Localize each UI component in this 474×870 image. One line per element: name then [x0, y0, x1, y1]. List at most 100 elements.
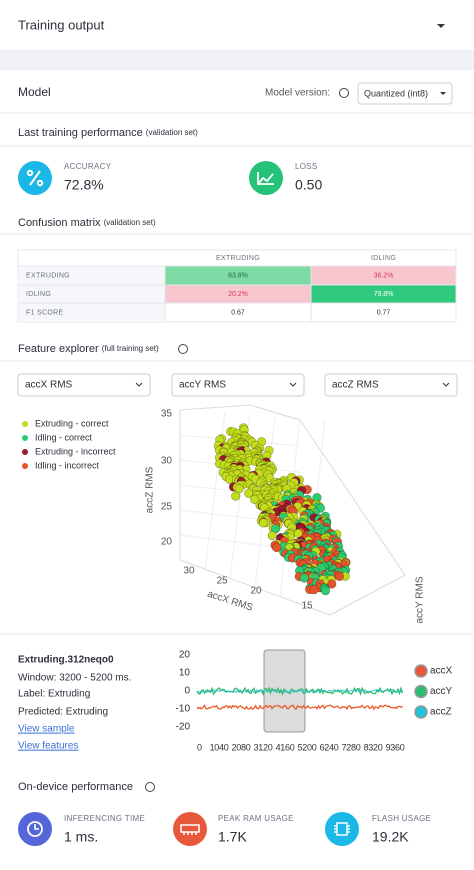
version-label: Model version:	[265, 88, 330, 99]
cell-value: 0.77	[377, 309, 391, 316]
confusion-table: EXTRUDING IDLING EXTRUDING 63.8% 36.2% IDLING…	[17, 249, 457, 323]
row-label: IDLING	[26, 291, 51, 298]
scatter-point	[267, 530, 277, 541]
section-title: Feature explorer (full training set)	[18, 343, 159, 355]
z-tick-label: 35	[161, 409, 173, 420]
axis-select[interactable]	[324, 373, 458, 397]
select-caret	[135, 382, 143, 387]
row-label: EXTRUDING	[26, 272, 70, 279]
y-tick-label: 20	[179, 650, 191, 661]
sample-predicted: Predicted: Extruding	[18, 707, 108, 718]
clock-glyph	[27, 821, 43, 837]
select-value: accZ RMS	[332, 380, 379, 391]
metric-value: 1 ms.	[64, 829, 98, 845]
sample-chart: 20 10 0 -10 -20 0 1040 2080 3120 4160 5200 6240 7280…	[176, 649, 453, 752]
sample-name: Extruding.312neqo0	[18, 655, 114, 666]
help-icon[interactable]	[178, 344, 188, 354]
help-icon[interactable]	[339, 88, 349, 98]
metric-label: INFERENCING TIME	[64, 814, 145, 823]
z-axis-title: accZ RMS	[145, 466, 156, 513]
select-value: accY RMS	[179, 380, 226, 391]
device-metrics: INFERENCING TIME 1 ms. PEAK RAM USAGE 1.7K F…	[18, 812, 431, 846]
clock-hands	[34, 824, 39, 830]
y-axis-title: accY RMS	[415, 576, 426, 623]
x-tick-label: 5200	[298, 742, 317, 752]
scatter-point	[327, 579, 337, 589]
y-tick-label: -10	[176, 704, 191, 715]
legend-dot	[414, 664, 428, 678]
loss-glyph	[257, 172, 274, 185]
loss-icon	[249, 161, 283, 195]
x-tick-label: 15	[301, 601, 313, 612]
axis-select[interactable]	[17, 373, 151, 397]
x-tick-label: 30	[183, 566, 195, 577]
link[interactable]: View features	[18, 741, 78, 752]
x-tick-label: 20	[250, 586, 262, 597]
select-caret	[440, 92, 446, 95]
section-title: Last training performance (validation se…	[18, 127, 198, 139]
version-value: Quantized (int8)	[364, 88, 428, 98]
axis-selects: accX RMS accY RMS accZ RMS	[17, 373, 458, 397]
metric-label: FLASH USAGE	[372, 814, 431, 823]
collapse-caret[interactable]	[437, 24, 445, 28]
x-tick-label: 0	[197, 742, 202, 752]
section-title: On-device performance	[18, 781, 133, 793]
legend-label: Idling - incorrect	[35, 460, 100, 470]
label-col	[18, 266, 165, 322]
z-tick-label: 25	[161, 502, 173, 513]
y-tick-label: 0	[184, 686, 190, 697]
metric-label: PEAK RAM USAGE	[218, 814, 294, 823]
z-tick-label: 20	[161, 537, 173, 548]
legend-label: Extruding - incorrect	[35, 446, 116, 456]
model-title: Model	[18, 85, 51, 99]
sample-window: Window: 3200 - 5200 ms.	[18, 673, 131, 684]
legend-dot	[22, 435, 28, 441]
axis-select[interactable]	[171, 373, 305, 397]
legend-label: Extruding - correct	[35, 418, 109, 428]
cell-value: 0.67	[231, 309, 245, 316]
panel-title: Training output	[18, 17, 105, 32]
cell-value: 20.2%	[228, 291, 248, 298]
legend-dot	[22, 421, 28, 427]
x-tick-label: 9360	[386, 742, 405, 752]
scatter-point	[234, 484, 244, 494]
y-tick-label: 10	[179, 668, 191, 679]
signal-line	[196, 688, 403, 694]
percent-glyph	[26, 169, 44, 187]
scatter-point	[309, 585, 319, 595]
column-header: EXTRUDING	[216, 255, 260, 262]
metric-value: 0.50	[295, 177, 322, 193]
legend-dot	[22, 463, 28, 469]
legend-label: accY	[430, 686, 453, 697]
select-value: accX RMS	[25, 380, 73, 391]
metric-label: LOSS	[295, 162, 318, 171]
scatter-point	[258, 518, 268, 528]
y-tick-label: -20	[176, 722, 191, 733]
legend-dot	[414, 684, 428, 699]
x-tick-label: 1040	[210, 742, 229, 752]
scatter-point	[231, 491, 241, 501]
cell-value: 63.8%	[228, 272, 248, 279]
sample-label: Label: Extruding	[18, 689, 90, 700]
section-title: Confusion matrix (validation set)	[18, 217, 156, 229]
legend-label: Idling - correct	[35, 432, 93, 442]
metric-value: 72.8%	[64, 177, 104, 193]
column-header: IDLING	[371, 255, 396, 262]
metric-value: 19.2K	[372, 829, 409, 845]
scatter-point	[272, 542, 282, 553]
signal-line	[196, 704, 403, 711]
ram-glyph	[180, 824, 200, 835]
version-select[interactable]	[357, 82, 453, 105]
legend-dot	[414, 705, 428, 719]
scatter-point	[299, 573, 309, 583]
select-caret	[289, 382, 297, 387]
metric-icon	[325, 812, 359, 846]
band	[0, 50, 474, 70]
x-tick-label: 6240	[320, 742, 339, 752]
help-icon[interactable]	[145, 782, 155, 792]
scatter-point	[250, 494, 260, 505]
link[interactable]: View sample	[18, 724, 75, 735]
feature-legend: Extruding - correct Idling - correct Extru…	[22, 418, 116, 470]
metric-icon	[173, 812, 207, 846]
